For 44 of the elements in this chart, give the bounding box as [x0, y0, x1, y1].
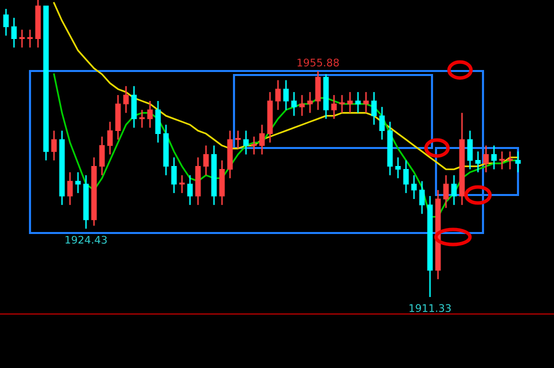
candlestick [371, 91, 377, 126]
candlestick [491, 144, 497, 170]
candlestick [67, 172, 73, 206]
candlestick [99, 136, 105, 176]
candlestick [123, 85, 129, 114]
candlestick [107, 121, 113, 156]
candlestick [483, 144, 489, 173]
candlestick [11, 17, 17, 48]
candlestick [179, 174, 185, 194]
candlestick [467, 130, 473, 170]
candlestick [411, 174, 417, 200]
candlestick [171, 156, 177, 194]
candlestick [307, 91, 313, 114]
candlestick [331, 94, 337, 120]
candlestick [363, 91, 369, 114]
candlestick [275, 79, 281, 111]
candlestick [443, 174, 449, 209]
candlestick [27, 29, 33, 48]
candlestick [203, 144, 209, 176]
candlestick [131, 85, 137, 128]
annotation: 1924.43 [66, 236, 107, 244]
annotation: 1955.88 [298, 58, 339, 66]
candlestick [291, 91, 297, 117]
candlestick [187, 174, 193, 206]
candlestick [379, 106, 385, 140]
candlestick [235, 130, 241, 150]
candlestick [243, 130, 249, 156]
annotation: 1911.33 [410, 304, 451, 312]
candlestick [51, 130, 57, 162]
candlestick [339, 94, 345, 114]
candlestick [251, 136, 257, 156]
candlestick [347, 91, 353, 114]
candlestick [3, 8, 9, 36]
candlestick [451, 174, 457, 206]
candlestick [283, 79, 289, 111]
candlestick [259, 124, 265, 156]
candlestick [355, 91, 361, 114]
candlestick [315, 70, 321, 111]
candlestick [19, 29, 25, 48]
candlestick [299, 94, 305, 117]
candlestick [155, 100, 161, 144]
candlestick [403, 160, 409, 194]
candlestick [147, 100, 153, 128]
candlestick [419, 180, 425, 215]
